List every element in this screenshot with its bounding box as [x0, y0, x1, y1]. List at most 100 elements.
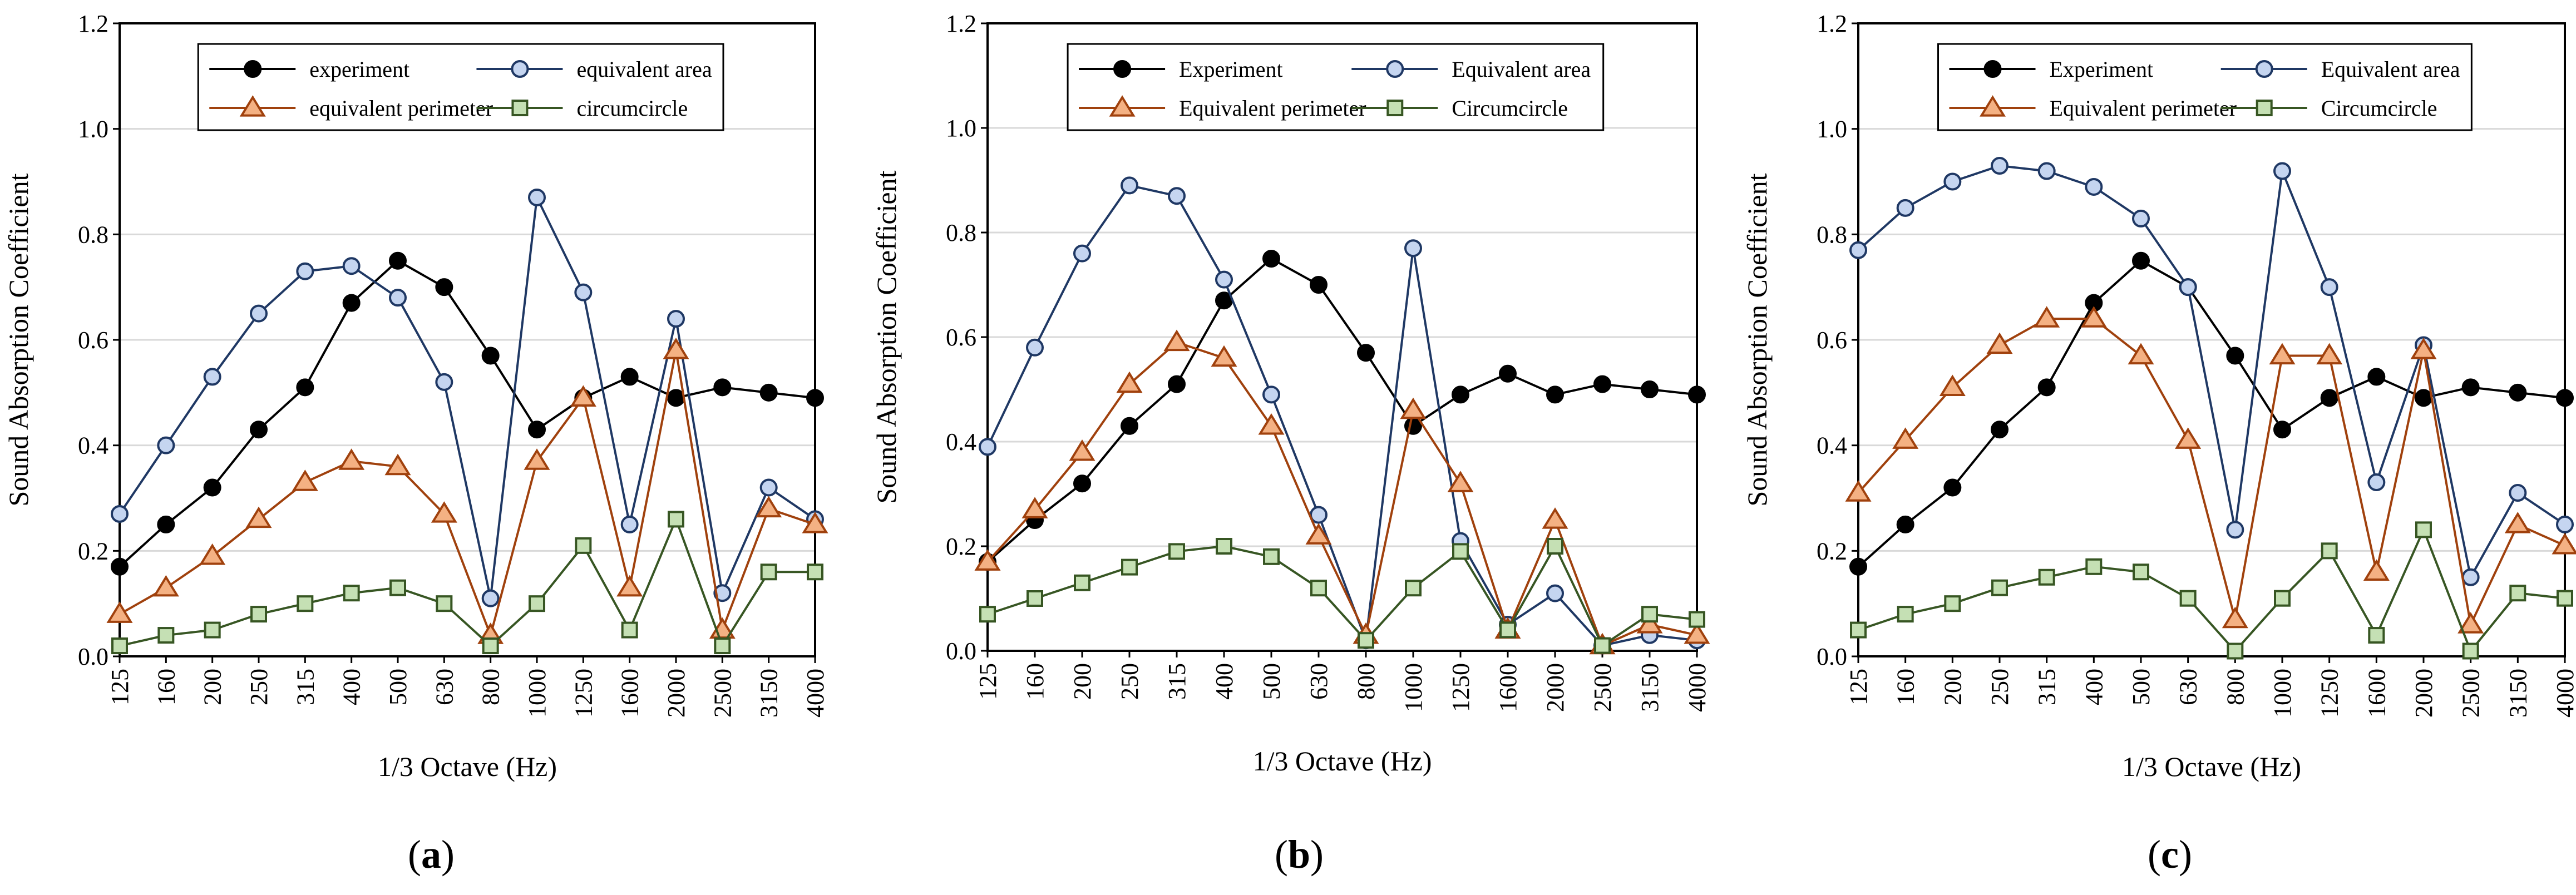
data-point: [1896, 199, 1914, 217]
legend-item-experiment: experiment: [209, 57, 409, 82]
data-point: [1310, 506, 1328, 524]
data-point: [1892, 427, 1919, 449]
data-point: [2222, 606, 2248, 629]
data-point: [297, 595, 314, 612]
data-point: [1262, 250, 1280, 268]
data-point: [245, 506, 272, 528]
y-axis-label: Sound Absorption Coefficient: [3, 173, 34, 506]
legend-swatch-marker: [1979, 95, 2006, 117]
legend-item-experiment: Experiment: [1079, 57, 1283, 82]
data-point: [713, 584, 732, 602]
x-tick-label: 2500: [709, 669, 736, 718]
y-tick-label: 0.4: [1817, 432, 1847, 459]
x-tick-label: 1250: [1447, 663, 1474, 712]
series-circumcircle: [1850, 521, 2573, 660]
data-point: [1684, 622, 1710, 644]
data-point: [1641, 380, 1659, 398]
data-point: [2461, 568, 2480, 586]
data-point: [802, 512, 828, 533]
x-tick-label: 125: [1845, 669, 1872, 705]
y-tick-label: 0.8: [946, 219, 976, 246]
legend: experiment equivalent area equivalent peri…: [197, 43, 724, 131]
data-point: [1689, 611, 1705, 628]
y-tick-label: 0.8: [1817, 221, 1847, 248]
x-tick-label: 400: [338, 669, 366, 705]
data-point: [1121, 558, 1138, 576]
data-point: [2226, 347, 2244, 365]
x-tick-label: 315: [1163, 663, 1191, 700]
panel-caption: (c): [2148, 832, 2192, 877]
x-tick-label: 160: [1021, 663, 1049, 700]
legend-label: Equivalent perimeter: [2050, 96, 2237, 121]
data-point: [203, 368, 221, 386]
y-tick-label: 1.0: [1817, 116, 1847, 143]
x-tick-label: 4000: [802, 669, 829, 718]
data-point: [2037, 378, 2056, 397]
y-tick-label: 1.0: [946, 115, 976, 142]
data-point: [342, 257, 361, 275]
data-point: [2368, 627, 2385, 644]
data-point: [2226, 521, 2244, 539]
data-point: [435, 278, 453, 296]
data-point: [1310, 276, 1328, 294]
data-point: [1215, 270, 1233, 289]
x-axis-label: 1/3 Octave (Hz): [1252, 745, 1432, 777]
data-point: [157, 515, 175, 533]
data-point: [1641, 606, 1658, 623]
series-line: [119, 349, 816, 637]
x-tick-label: 1600: [1494, 663, 1522, 712]
data-point: [620, 515, 639, 533]
data-point: [1546, 584, 1564, 602]
data-point: [668, 511, 684, 528]
x-tick-label: 200: [199, 669, 226, 705]
x-tick-label: 1600: [2363, 669, 2390, 718]
legend-swatch-marker: [511, 100, 529, 116]
series-equivalent_perimeter: [1845, 306, 2576, 634]
data-point: [389, 289, 407, 307]
data-point: [2415, 521, 2432, 538]
data-point: [389, 579, 406, 596]
x-tick-label: 800: [477, 669, 505, 705]
x-tick-label: 1250: [570, 669, 597, 718]
data-point: [436, 595, 453, 612]
x-tick-label: 125: [106, 669, 134, 705]
data-point: [481, 589, 500, 607]
data-point: [2227, 642, 2244, 660]
data-point: [1074, 574, 1090, 591]
legend-swatch-marker: [1386, 60, 1404, 78]
y-tick-label: 0.6: [78, 327, 108, 354]
data-point: [2037, 162, 2056, 180]
data-point: [1636, 612, 1663, 634]
data-point: [2552, 533, 2576, 555]
data-point: [2179, 590, 2197, 607]
legend-swatch-marker: [511, 60, 529, 78]
data-point: [1404, 239, 1422, 258]
data-point: [1021, 497, 1048, 518]
series-circumcircle: [979, 538, 1705, 654]
data-point: [759, 478, 778, 497]
data-point: [2410, 338, 2437, 359]
data-point: [713, 378, 732, 397]
data-point: [524, 448, 550, 470]
x-tick-label: 500: [384, 669, 412, 705]
data-point: [528, 188, 546, 206]
data-point: [482, 637, 499, 655]
x-tick-label: 3150: [756, 669, 783, 718]
data-point: [1447, 471, 1474, 492]
y-tick-label: 0.6: [1817, 327, 1847, 354]
data-point: [2320, 278, 2338, 296]
data-point: [2133, 563, 2149, 581]
data-point: [1400, 397, 1427, 419]
legend-label: Circumcircle: [2321, 96, 2437, 121]
data-point: [2509, 585, 2526, 602]
legend-label: equivalent perimeter: [309, 96, 493, 121]
data-point: [2316, 343, 2343, 365]
data-point: [1027, 590, 1043, 607]
x-tick-label: 800: [2222, 669, 2249, 705]
data-point: [203, 478, 221, 497]
data-point: [1121, 417, 1138, 435]
y-axis-label: Sound Absorption Coefficient: [1741, 173, 1773, 506]
data-point: [621, 621, 638, 639]
series-equivalent_perimeter: [106, 338, 828, 644]
legend-swatch-marker: [1113, 60, 1132, 78]
